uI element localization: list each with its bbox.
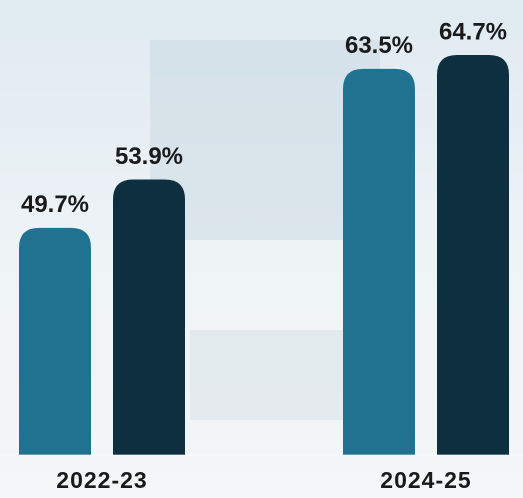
value-label: 53.9% [115, 143, 183, 170]
value-label: 49.7% [21, 191, 89, 218]
bar [113, 179, 185, 455]
bar [19, 227, 91, 455]
value-label: 63.5% [345, 32, 413, 59]
value-label: 64.7% [439, 18, 507, 45]
x-tick-label: 2022-23 [56, 467, 147, 493]
background-decor [150, 40, 380, 240]
x-tick-label: 2024-25 [380, 467, 471, 493]
bar [343, 68, 415, 455]
bar [437, 54, 509, 455]
